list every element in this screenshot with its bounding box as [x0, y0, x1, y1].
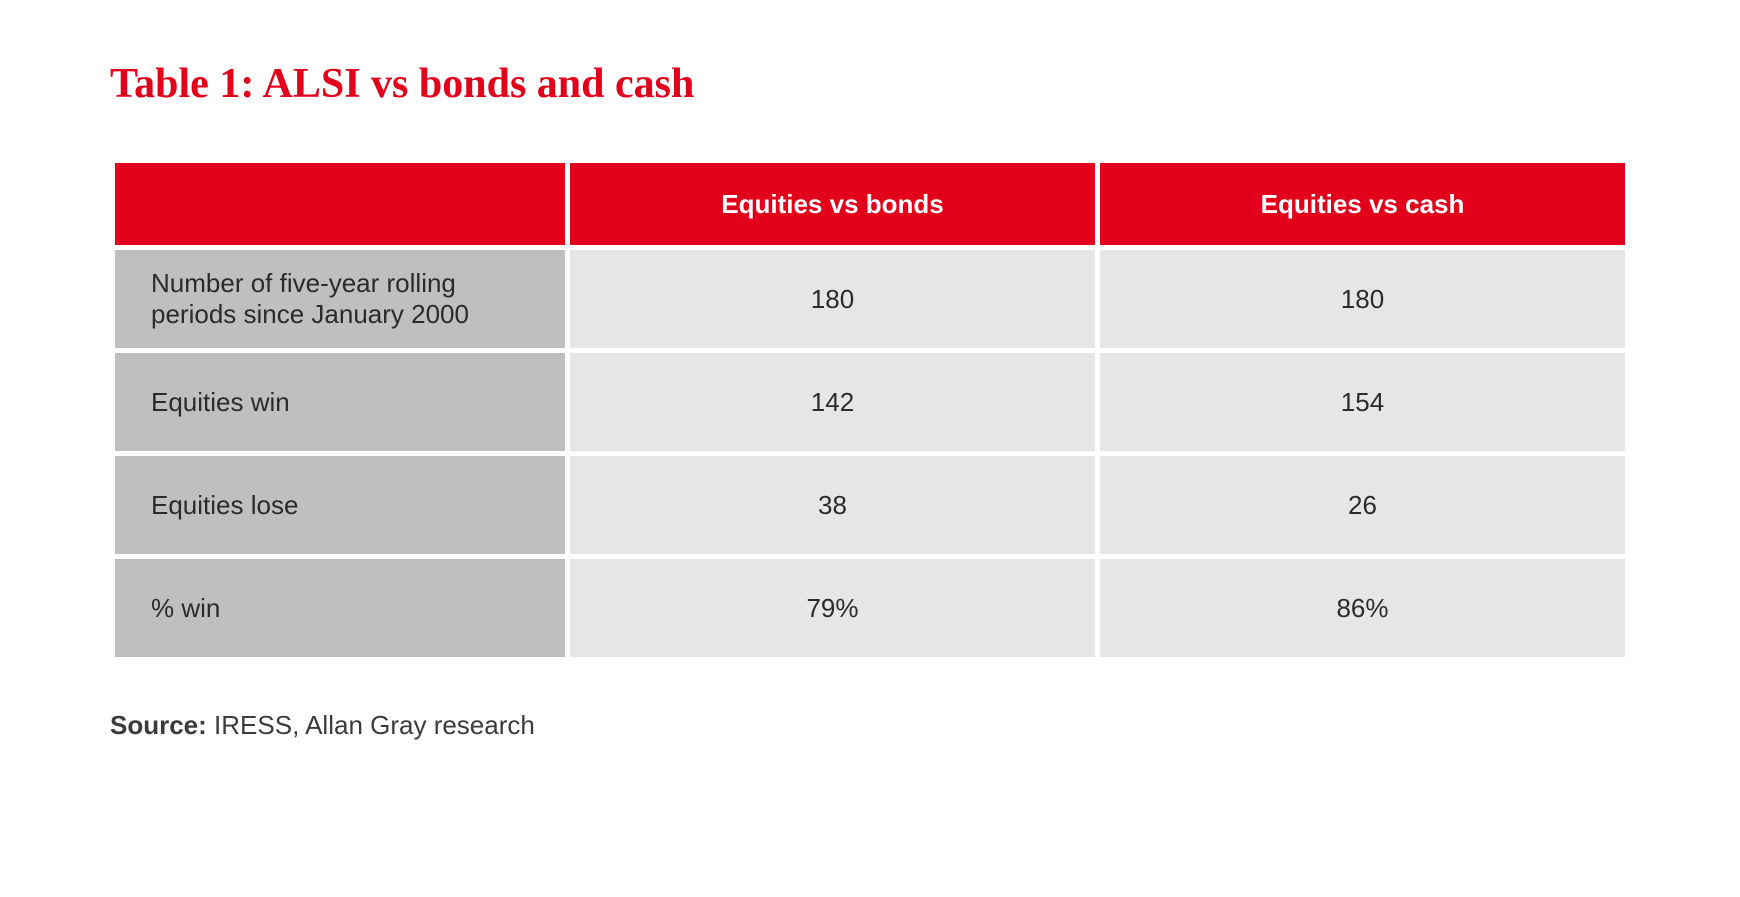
source-text: IRESS, Allan Gray research	[214, 710, 535, 740]
table-body: Number of five-year rolling periods sinc…	[115, 250, 1625, 657]
table-title: Table 1: ALSI vs bonds and cash	[110, 60, 1630, 108]
row-label: Number of five-year rolling periods sinc…	[115, 250, 565, 348]
row-value: 180	[1100, 250, 1625, 348]
header-cell-blank	[115, 163, 565, 245]
source-label: Source:	[110, 710, 207, 740]
header-cell-bonds: Equities vs bonds	[570, 163, 1095, 245]
table-head: Equities vs bonds Equities vs cash	[115, 163, 1625, 245]
row-value: 79%	[570, 559, 1095, 657]
row-label: Equities lose	[115, 456, 565, 554]
row-label: % win	[115, 559, 565, 657]
row-value: 142	[570, 353, 1095, 451]
table-row: Equities lose 38 26	[115, 456, 1625, 554]
source-line: Source: IRESS, Allan Gray research	[110, 710, 1630, 741]
table-row: % win 79% 86%	[115, 559, 1625, 657]
header-row: Equities vs bonds Equities vs cash	[115, 163, 1625, 245]
table-row: Equities win 142 154	[115, 353, 1625, 451]
page-container: Table 1: ALSI vs bonds and cash Equities…	[0, 0, 1740, 741]
row-value: 180	[570, 250, 1095, 348]
row-value: 26	[1100, 456, 1625, 554]
row-value: 38	[570, 456, 1095, 554]
row-value: 154	[1100, 353, 1625, 451]
row-label: Equities win	[115, 353, 565, 451]
data-table: Equities vs bonds Equities vs cash Numbe…	[110, 158, 1630, 662]
table-row: Number of five-year rolling periods sinc…	[115, 250, 1625, 348]
row-value: 86%	[1100, 559, 1625, 657]
header-cell-cash: Equities vs cash	[1100, 163, 1625, 245]
